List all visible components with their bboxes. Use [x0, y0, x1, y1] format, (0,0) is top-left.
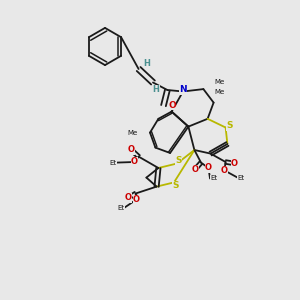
Text: O: O	[125, 194, 132, 202]
Text: H: H	[144, 59, 150, 68]
Text: O: O	[231, 159, 238, 168]
Text: S: S	[172, 181, 179, 190]
Text: S: S	[176, 156, 182, 165]
Text: S: S	[226, 122, 232, 130]
Text: O: O	[205, 164, 212, 172]
Text: Me: Me	[215, 80, 225, 85]
Text: O: O	[221, 166, 228, 175]
Text: O: O	[131, 158, 138, 166]
Text: Et: Et	[117, 205, 124, 211]
Text: O: O	[191, 165, 199, 174]
Text: Et: Et	[238, 175, 245, 181]
Text: O: O	[128, 146, 135, 154]
Text: N: N	[179, 85, 187, 94]
Text: O: O	[133, 195, 140, 204]
Text: O: O	[168, 101, 176, 110]
Text: Et: Et	[210, 176, 217, 182]
Text: Me: Me	[215, 89, 225, 95]
Text: Me: Me	[128, 130, 138, 136]
Text: Et: Et	[109, 160, 116, 166]
Text: H: H	[153, 85, 159, 94]
